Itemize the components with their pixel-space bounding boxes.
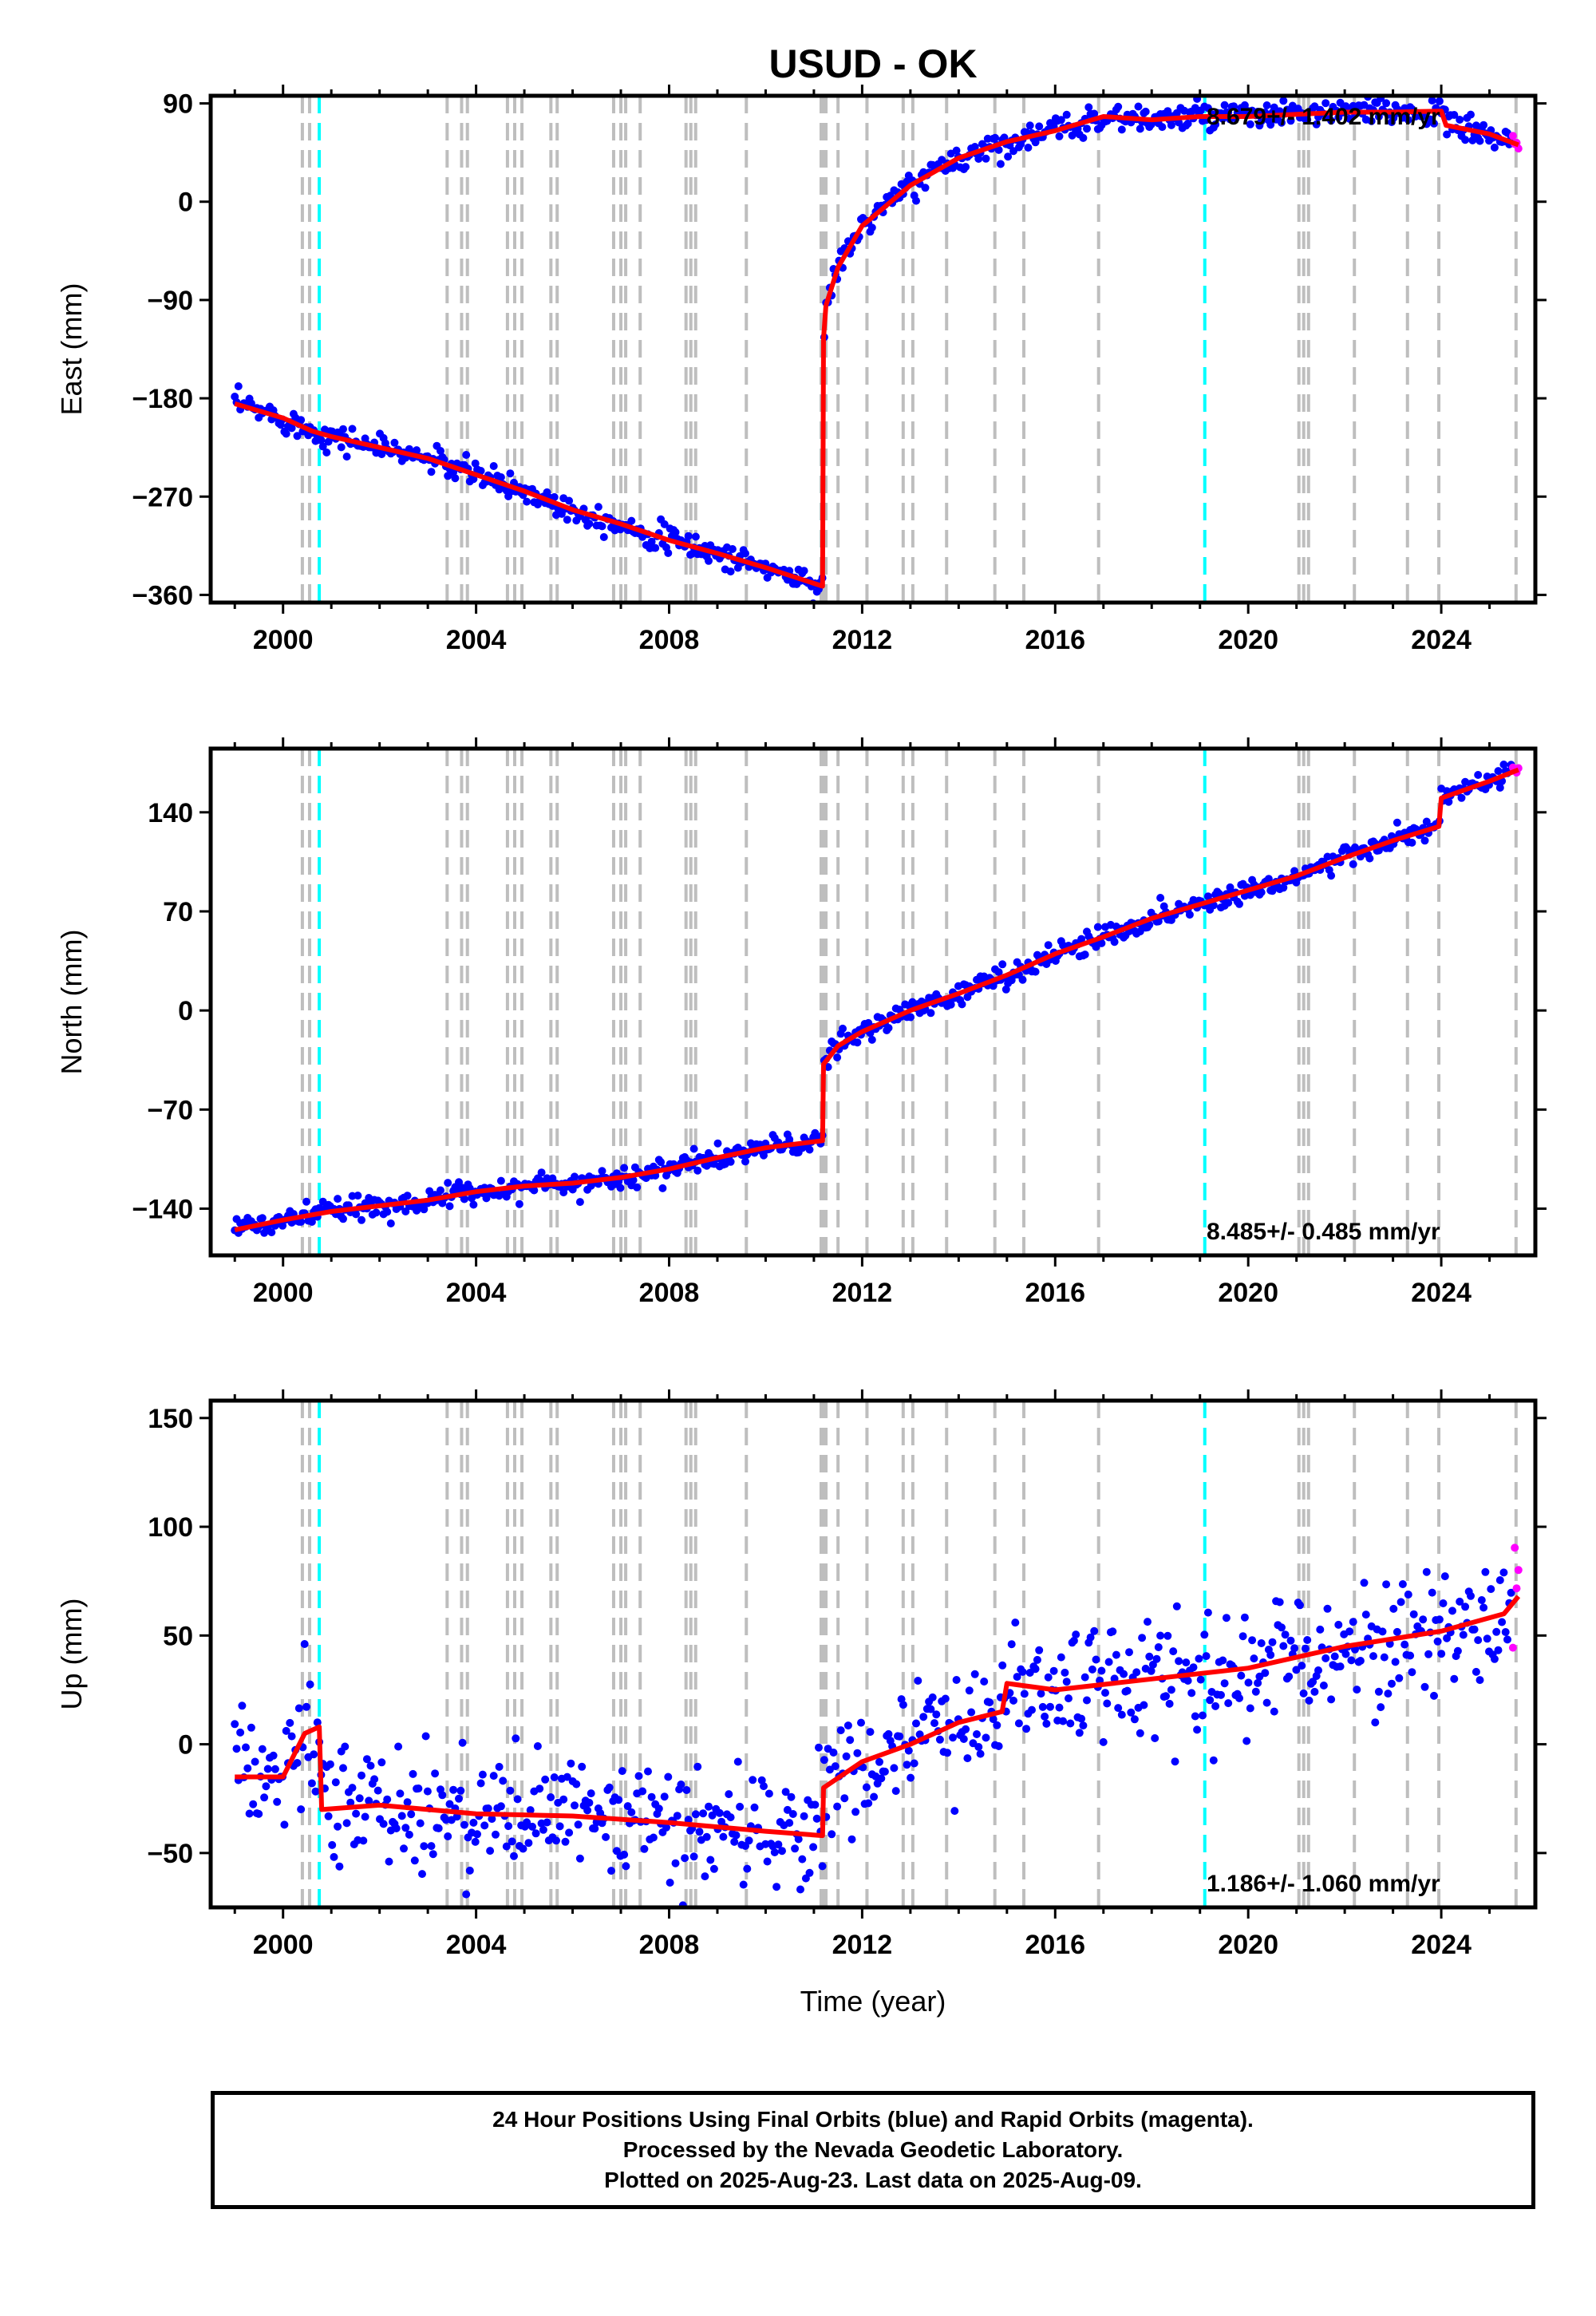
north-final-orbit-points [231, 761, 1515, 1237]
up-rate-text: 1.186+/- 1.060 mm/yr [1207, 1871, 1440, 1897]
east-frame [208, 93, 1538, 605]
y-tick-label: −140 [132, 1194, 193, 1224]
y-tick-label: 0 [178, 188, 193, 218]
east-plot-area [231, 96, 1523, 603]
x-tick-label: 2008 [639, 1930, 700, 1960]
x-tick-label: 2016 [1025, 1278, 1085, 1308]
y-tick-label: −180 [132, 384, 193, 414]
up-model-line [235, 1595, 1521, 1839]
north-rate-text: 8.485+/- 0.485 mm/yr [1207, 1219, 1440, 1245]
caption-line-3: Plotted on 2025-Aug-23. Last data on 202… [604, 2168, 1142, 2192]
chart-title: USUD - OK [768, 41, 977, 86]
x-tick-label: 2024 [1411, 1930, 1472, 1960]
x-tick-label: 2020 [1218, 1930, 1278, 1960]
x-tick-label: 2024 [1411, 625, 1472, 655]
y-tick-label: 100 [148, 1512, 193, 1543]
y-tick-label: 150 [148, 1404, 193, 1434]
x-tick-label: 2004 [446, 1278, 507, 1308]
y-tick-label: −50 [147, 1839, 193, 1869]
east-panel: 2000 2004 2008 2012 2016 2020 2024 −360 −270 −180… [55, 85, 1547, 655]
x-tick-label: 2016 [1025, 1930, 1085, 1960]
east-model-line [234, 109, 1519, 589]
caption-line-1: 24 Hour Positions Using Final Orbits (bl… [492, 2107, 1254, 2132]
x-tick-label: 2000 [253, 1278, 314, 1308]
x-tick-label: 2016 [1025, 625, 1085, 655]
east-final-orbit-points [231, 96, 1515, 603]
y-tick-label: 0 [178, 1730, 193, 1761]
x-tick-label: 2008 [639, 625, 700, 655]
north-y-axis-label: North (mm) [55, 930, 88, 1075]
y-tick-label: 0 [178, 996, 193, 1026]
caption-line-2: Processed by the Nevada Geodetic Laborat… [622, 2137, 1124, 2162]
north-panel: 2000 2004 2008 2012 2016 2020 2024 −140 −70 0 70 14… [55, 737, 1547, 1308]
up-plot-area [231, 1401, 1523, 1907]
east-y-axis-label: East (mm) [55, 283, 88, 416]
caption-box: 24 Hour Positions Using Final Orbits (bl… [211, 2091, 1535, 2209]
north-frame [208, 746, 1538, 1258]
x-tick-label: 2012 [832, 1930, 893, 1960]
y-tick-label: −270 [132, 482, 193, 512]
up-final-orbit-points [231, 1567, 1515, 1907]
north-model-line [234, 767, 1519, 1233]
up-rapid-orbit-points [1508, 1543, 1523, 1652]
y-tick-label: −360 [132, 580, 193, 611]
y-tick-label: −70 [147, 1095, 193, 1125]
x-tick-label: 2004 [446, 1930, 507, 1960]
north-plot-area [231, 749, 1523, 1255]
x-tick-label: 2000 [253, 1930, 314, 1960]
x-tick-label: 2000 [253, 625, 314, 655]
up-y-axis-label: Up (mm) [55, 1599, 88, 1710]
x-tick-label: 2024 [1411, 1278, 1472, 1308]
x-tick-label: 2012 [832, 625, 893, 655]
y-tick-label: −90 [147, 286, 193, 316]
x-axis-label: Time (year) [800, 1985, 946, 2018]
y-tick-label: 70 [163, 897, 193, 927]
y-tick-label: 50 [163, 1621, 193, 1651]
east-rate-text: 8.679+/- 1.402 mm/yr [1207, 104, 1440, 130]
up-frame [208, 1398, 1538, 1910]
x-tick-label: 2012 [832, 1278, 893, 1308]
x-tick-label: 2004 [446, 625, 507, 655]
y-tick-label: 140 [148, 798, 193, 828]
x-tick-label: 2020 [1218, 1278, 1278, 1308]
y-tick-label: 90 [163, 89, 193, 120]
x-tick-label: 2008 [639, 1278, 700, 1308]
up-panel: 2000 2004 2008 2012 2016 2020 2024 −50 0 50 100 150… [55, 1389, 1547, 1960]
x-tick-label: 2020 [1218, 625, 1278, 655]
